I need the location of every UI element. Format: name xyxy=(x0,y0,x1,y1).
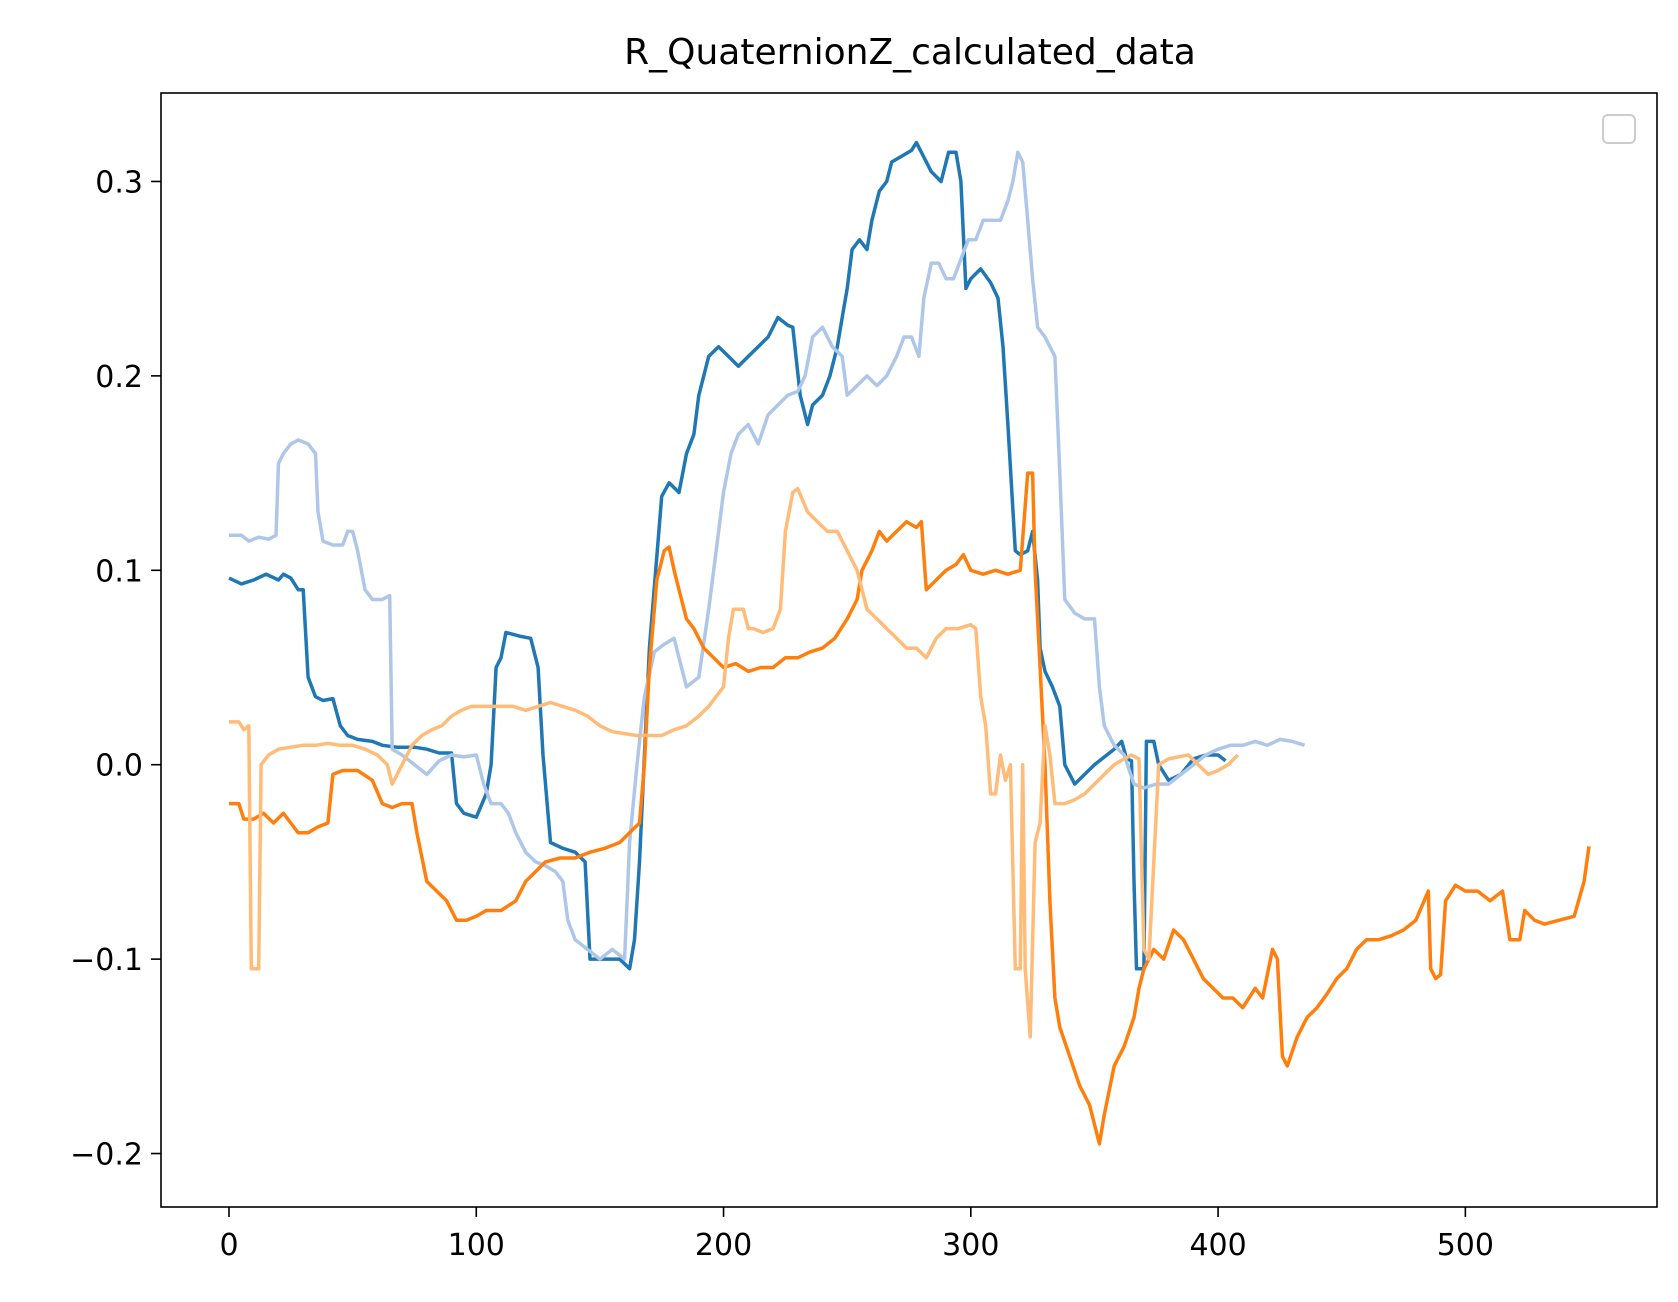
series-line-3 xyxy=(229,471,1591,1146)
plot-area-frame xyxy=(160,92,1658,1208)
y-tick-label: 0.0 xyxy=(95,749,143,784)
y-tick-label: −0.2 xyxy=(70,1138,143,1173)
legend-box xyxy=(1602,114,1636,144)
series-line-2 xyxy=(229,150,1306,961)
x-tick-label: 400 xyxy=(1189,1228,1246,1263)
series-line-4 xyxy=(229,486,1240,1039)
series-line-1 xyxy=(228,140,1227,971)
x-tick-label: 0 xyxy=(219,1228,238,1263)
x-axis: 0 100 200 300 400 500 xyxy=(219,1207,1494,1263)
x-tick-label: 300 xyxy=(942,1228,999,1263)
y-axis: −0.2 −0.1 0.0 0.1 0.2 0.3 xyxy=(70,165,161,1173)
series-layer xyxy=(228,140,1591,1146)
y-tick-label: −0.1 xyxy=(70,943,143,978)
x-tick-label: 200 xyxy=(695,1228,752,1263)
chart-title: R_QuaternionZ_calculated_data xyxy=(624,32,1196,73)
y-tick-label: 0.3 xyxy=(95,165,143,200)
y-tick-label: 0.2 xyxy=(95,360,143,395)
x-tick-label: 100 xyxy=(448,1228,505,1263)
y-tick-label: 0.1 xyxy=(95,554,143,589)
x-tick-label: 500 xyxy=(1437,1228,1494,1263)
